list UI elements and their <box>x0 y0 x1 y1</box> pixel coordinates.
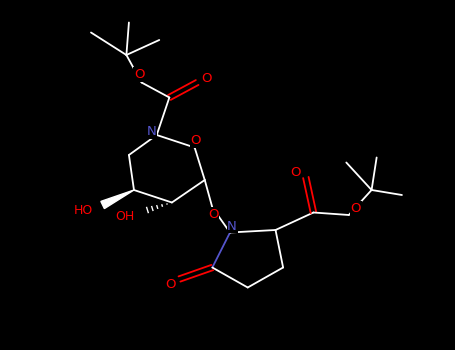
Text: OH: OH <box>115 210 135 223</box>
Text: O: O <box>166 279 176 292</box>
Text: O: O <box>290 166 301 179</box>
Text: O: O <box>208 208 218 220</box>
Text: O: O <box>201 72 212 85</box>
Polygon shape <box>101 190 134 209</box>
Text: O: O <box>351 202 361 215</box>
Text: HO: HO <box>74 203 93 217</box>
Text: N: N <box>227 219 237 232</box>
Text: O: O <box>190 134 201 147</box>
Text: N: N <box>147 125 157 138</box>
Text: O: O <box>134 68 144 81</box>
